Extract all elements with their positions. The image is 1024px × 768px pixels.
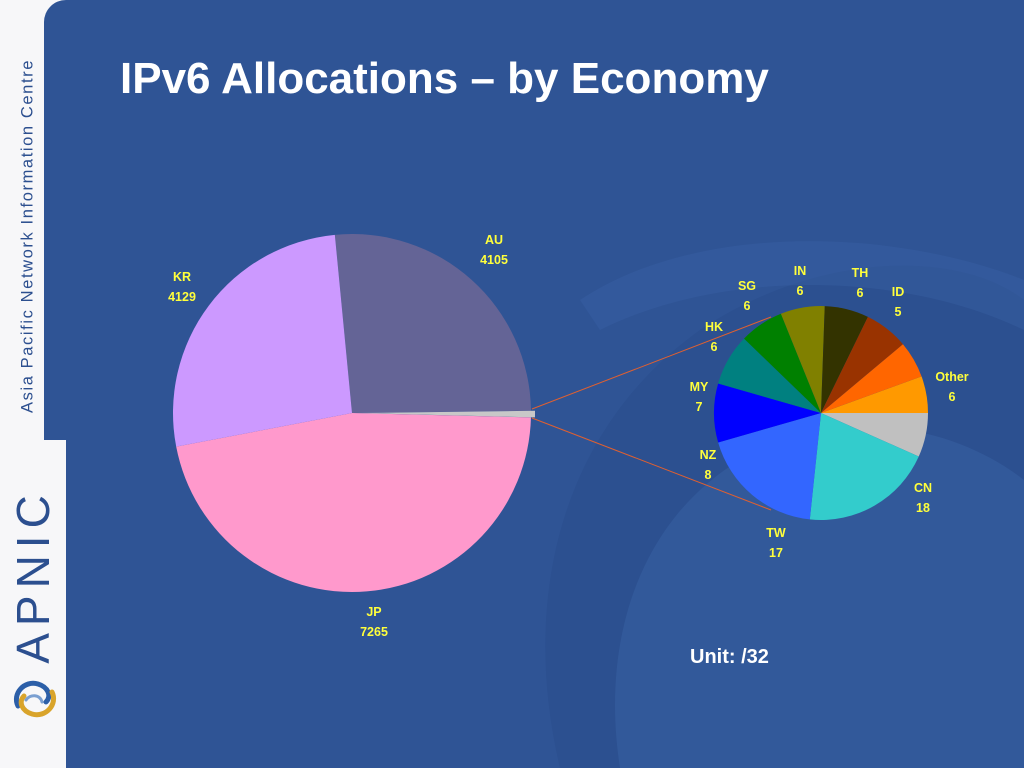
slide-title: IPv6 Allocations – by Economy	[120, 54, 769, 103]
value-nz: 8	[705, 468, 712, 482]
pie-sub-slice-sg	[780, 306, 825, 413]
pie-main-slice-kr	[172, 234, 352, 447]
value-sg: 6	[744, 299, 751, 313]
label-hk: HK	[705, 320, 723, 334]
label-in: IN	[794, 264, 807, 278]
label-sg: SG	[738, 279, 756, 293]
value-hk: 6	[711, 340, 718, 354]
value-id: 5	[895, 305, 902, 319]
pie-sub-slice-in	[821, 306, 868, 413]
value-in: 6	[797, 284, 804, 298]
value-cn: 18	[916, 501, 930, 515]
pie-sub-slice-hk	[744, 313, 821, 413]
label-kr: KR	[173, 270, 191, 284]
breakdown-pie	[713, 306, 928, 520]
pie-sub-slice-other	[821, 413, 928, 457]
value-other: 6	[949, 390, 956, 404]
label-cn: CN	[914, 481, 932, 495]
label-id: ID	[892, 285, 905, 299]
value-kr: 4129	[168, 290, 196, 304]
label-tw: TW	[766, 526, 786, 540]
connector-lines	[531, 316, 772, 511]
value-tw: 17	[769, 546, 783, 560]
label-th: TH	[852, 266, 869, 280]
value-jp: 7265	[360, 625, 388, 639]
pie-sub-slice-unlabeled-10	[821, 344, 922, 413]
sidebar-tab-bottom	[44, 440, 66, 480]
pie-main-slice-au	[334, 234, 531, 413]
pie-sub-slice-th	[821, 316, 903, 413]
pie-sub-slice-my	[718, 338, 821, 413]
label-au: AU	[485, 233, 503, 247]
value-au: 4105	[480, 253, 508, 267]
connector-line-top	[531, 316, 772, 410]
pie-sub-slice-tw	[718, 413, 821, 520]
label-nz: NZ	[700, 448, 717, 462]
pie-main-slice-jp	[176, 413, 531, 592]
pie-sub-slice-id	[821, 376, 928, 413]
main-pie	[172, 234, 535, 592]
value-th: 6	[857, 286, 864, 300]
value-my: 7	[696, 400, 703, 414]
sidebar-tab	[44, 0, 66, 465]
label-jp: JP	[366, 605, 381, 619]
pie-main-slice-other	[355, 410, 535, 418]
apnic-swirl-icon	[14, 680, 56, 718]
label-other: Other	[935, 370, 968, 384]
pie-sub-slice-cn	[809, 413, 919, 520]
unit-label: Unit: /32	[690, 646, 769, 668]
pie-sub-slice-nz	[713, 383, 821, 443]
label-my: MY	[690, 380, 709, 394]
connector-line-bottom	[531, 417, 772, 511]
